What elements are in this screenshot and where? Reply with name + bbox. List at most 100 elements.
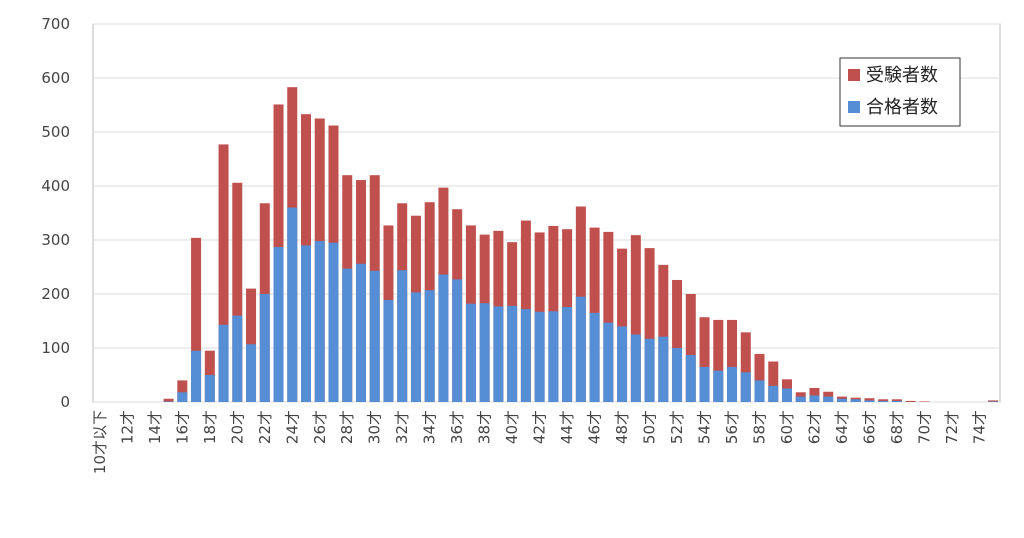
bar: [617, 326, 628, 402]
bar: [658, 264, 669, 402]
x-tick-label: 28才: [338, 410, 356, 444]
bar: [630, 235, 641, 402]
bar: [740, 332, 751, 402]
bar: [768, 385, 779, 402]
bar: [919, 401, 930, 402]
bar: [644, 338, 655, 402]
y-tick-label: 0: [60, 393, 70, 411]
bar: [685, 355, 696, 402]
bar: [727, 319, 738, 402]
x-tick-label: 52才: [668, 410, 686, 444]
bar: [507, 305, 518, 402]
bar: [891, 399, 902, 402]
bar: [630, 334, 641, 402]
bar: [878, 399, 889, 402]
x-tick-label: 12才: [118, 410, 136, 444]
bar: [232, 182, 243, 402]
bar: [355, 263, 366, 402]
bar: [438, 274, 449, 402]
bar: [273, 247, 284, 402]
x-tick-label: 58才: [751, 410, 769, 444]
bar: [672, 279, 683, 402]
x-tick-label: 22才: [256, 410, 274, 444]
bar: [672, 348, 683, 402]
x-tick-label: 16才: [173, 410, 191, 444]
bar: [520, 309, 531, 402]
bar: [781, 388, 792, 402]
bar: [589, 312, 600, 402]
x-tick-label: 20才: [228, 410, 246, 444]
bar: [397, 270, 408, 402]
bar: [369, 270, 380, 402]
bar: [204, 375, 215, 402]
bar: [314, 241, 325, 402]
y-tick-label: 300: [41, 231, 70, 249]
x-tick-label: 44才: [558, 410, 576, 444]
bar: [177, 380, 188, 402]
y-tick-label: 400: [41, 177, 70, 195]
bar: [218, 144, 229, 403]
bar: [617, 248, 628, 402]
bar: [465, 303, 476, 402]
bar: [658, 336, 669, 402]
bar: [823, 396, 834, 402]
bar: [644, 248, 655, 402]
y-tick-label: 500: [41, 123, 70, 141]
bar: [850, 399, 861, 402]
legend-swatch: [848, 101, 860, 113]
y-tick-label: 700: [41, 15, 70, 33]
bar: [864, 400, 875, 402]
x-tick-label: 14才: [146, 410, 164, 444]
x-tick-label: 62才: [805, 410, 823, 444]
bar: [754, 353, 765, 402]
x-tick-label: 18才: [201, 410, 219, 444]
x-tick-label: 38才: [476, 410, 494, 444]
x-tick-label: 72才: [943, 410, 961, 444]
bar: [163, 401, 174, 402]
y-tick-label: 100: [41, 339, 70, 357]
x-tick-label: 74才: [970, 410, 988, 444]
bar: [809, 395, 820, 402]
bar: [575, 296, 586, 402]
bar: [424, 290, 435, 402]
bar: [988, 400, 999, 402]
x-tick-label: 70才: [915, 410, 933, 444]
x-tick-label: 66才: [860, 410, 878, 444]
legend-label: 合格者数: [866, 97, 938, 118]
bar: [740, 372, 751, 402]
bar: [878, 400, 889, 402]
x-tick-label: 56才: [723, 410, 741, 444]
bar: [534, 311, 545, 402]
bar: [177, 392, 188, 402]
x-tick-label: 32才: [393, 410, 411, 444]
x-tick-label: 42才: [531, 410, 549, 444]
legend-swatch: [848, 69, 860, 81]
bar: [754, 380, 765, 402]
x-tick-label: 46才: [586, 410, 604, 444]
bar: [479, 303, 490, 402]
bar: [548, 311, 559, 402]
bar: [685, 294, 696, 402]
bar: [246, 344, 257, 402]
x-tick-label: 40才: [503, 410, 521, 444]
bar: [383, 299, 394, 402]
bar: [713, 370, 724, 402]
bar: [259, 294, 270, 402]
bar: [163, 398, 174, 402]
bar: [603, 322, 614, 402]
x-tick-label: 60才: [778, 410, 796, 444]
bar: [452, 279, 463, 402]
bar: [905, 400, 916, 402]
bar: [562, 306, 573, 402]
bar: [809, 387, 820, 402]
bar: [699, 366, 710, 402]
bar: [232, 315, 243, 402]
bar: [191, 350, 202, 402]
x-tick-label: 10才以下: [91, 410, 109, 474]
x-tick-label: 48才: [613, 410, 631, 444]
bar: [699, 317, 710, 402]
bar: [301, 245, 312, 402]
x-tick-label: 68才: [888, 410, 906, 444]
x-tick-label: 34才: [421, 410, 439, 444]
